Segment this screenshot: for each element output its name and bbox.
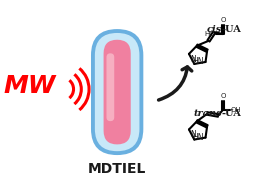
Text: N: N bbox=[190, 55, 196, 64]
Text: HN: HN bbox=[192, 133, 204, 142]
Text: MDTIEL: MDTIEL bbox=[88, 162, 146, 176]
FancyBboxPatch shape bbox=[91, 29, 143, 155]
Text: -UA: -UA bbox=[222, 25, 242, 34]
Text: HN: HN bbox=[192, 57, 204, 67]
Text: O: O bbox=[220, 17, 226, 23]
Text: O: O bbox=[220, 93, 226, 99]
Text: -UA: -UA bbox=[222, 109, 242, 118]
Text: trans: trans bbox=[193, 109, 222, 118]
Text: MW: MW bbox=[4, 74, 56, 98]
Text: cis: cis bbox=[206, 25, 222, 34]
FancyBboxPatch shape bbox=[107, 53, 114, 121]
Text: N: N bbox=[190, 130, 196, 139]
Text: OH: OH bbox=[231, 107, 241, 113]
FancyBboxPatch shape bbox=[95, 33, 140, 151]
Text: HO: HO bbox=[205, 31, 215, 37]
FancyBboxPatch shape bbox=[104, 40, 131, 144]
